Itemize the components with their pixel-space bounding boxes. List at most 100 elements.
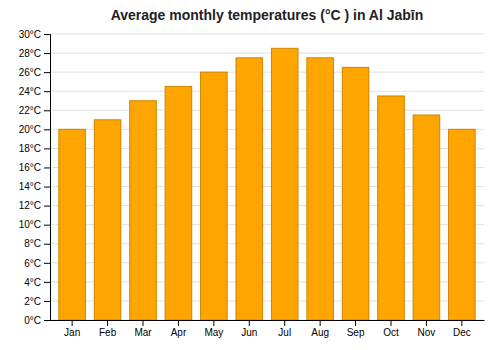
y-tick-label: 18°C bbox=[19, 143, 41, 154]
x-tick: Oct bbox=[383, 320, 399, 338]
x-tick: Jun bbox=[241, 320, 257, 338]
y-tick-label: 26°C bbox=[19, 67, 41, 78]
bars bbox=[59, 48, 475, 320]
y-tick-mark bbox=[44, 301, 50, 302]
x-tick-mark bbox=[355, 320, 356, 326]
x-tick-label: Oct bbox=[383, 327, 399, 338]
x-tick-mark bbox=[107, 320, 108, 326]
y-tick: 6°C bbox=[24, 258, 50, 269]
x-tick-mark bbox=[213, 320, 214, 326]
x-axis-line bbox=[51, 320, 485, 321]
chart-container: Average monthly temperatures (°C ) in Al… bbox=[0, 0, 500, 350]
y-tick-label: 28°C bbox=[19, 48, 41, 59]
y-tick-mark bbox=[44, 110, 50, 111]
y-tick-mark bbox=[44, 187, 50, 188]
grid-line bbox=[50, 91, 484, 92]
y-tick-label: 14°C bbox=[19, 181, 41, 192]
grid-line bbox=[50, 34, 484, 35]
y-tick-mark bbox=[44, 244, 50, 245]
y-tick-mark bbox=[44, 148, 50, 149]
y-tick: 16°C bbox=[19, 162, 50, 173]
y-tick-mark bbox=[44, 282, 50, 283]
grid bbox=[50, 34, 484, 320]
y-tick: 14°C bbox=[19, 181, 50, 192]
y-tick: 24°C bbox=[19, 86, 50, 97]
y-tick-mark bbox=[44, 263, 50, 264]
x-tick-label: Apr bbox=[171, 327, 187, 338]
bar bbox=[130, 101, 157, 320]
y-tick-label: 4°C bbox=[24, 277, 41, 288]
x-tick: May bbox=[204, 320, 223, 338]
bar bbox=[201, 72, 228, 320]
bar bbox=[342, 67, 369, 320]
x-tick-label: Jun bbox=[241, 327, 257, 338]
x-tick-mark bbox=[178, 320, 179, 326]
y-tick-mark bbox=[44, 167, 50, 168]
y-tick-label: 6°C bbox=[24, 258, 41, 269]
x-tick-label: Jul bbox=[278, 327, 291, 338]
y-tick: 12°C bbox=[19, 200, 50, 211]
x-tick: Aug bbox=[311, 320, 329, 338]
x-tick: Jan bbox=[64, 320, 80, 338]
y-tick: 4°C bbox=[24, 277, 50, 288]
y-tick-label: 30°C bbox=[19, 29, 41, 40]
x-tick-mark bbox=[426, 320, 427, 326]
y-tick-label: 22°C bbox=[19, 105, 41, 116]
x-tick: Sep bbox=[347, 320, 365, 338]
x-tick: Nov bbox=[418, 320, 436, 338]
y-tick-mark bbox=[44, 72, 50, 73]
chart-svg: Average monthly temperatures (°C ) in Al… bbox=[0, 0, 500, 350]
chart-title: Average monthly temperatures (°C ) in Al… bbox=[111, 7, 424, 23]
x-tick: Jul bbox=[278, 320, 291, 338]
y-tick-label: 0°C bbox=[24, 315, 41, 326]
x-tick-label: Nov bbox=[418, 327, 436, 338]
bar bbox=[449, 129, 476, 320]
y-tick: 26°C bbox=[19, 67, 50, 78]
y-tick: 20°C bbox=[19, 124, 50, 135]
bar bbox=[165, 86, 192, 320]
x-tick-mark bbox=[461, 320, 462, 326]
y-tick-label: 20°C bbox=[19, 124, 41, 135]
x-tick-label: Aug bbox=[311, 327, 329, 338]
x-tick: Dec bbox=[453, 320, 471, 338]
y-tick-label: 12°C bbox=[19, 200, 41, 211]
x-tick-label: Dec bbox=[453, 327, 471, 338]
y-tick: 28°C bbox=[19, 48, 50, 59]
bar bbox=[59, 129, 86, 320]
x-tick-mark bbox=[391, 320, 392, 326]
x-tick: Mar bbox=[134, 320, 152, 338]
y-tick-label: 8°C bbox=[24, 238, 41, 249]
y-tick: 0°C bbox=[24, 315, 50, 326]
bar bbox=[271, 48, 298, 320]
x-axis: Jan Feb Mar Apr May Jun Jul Aug Sep Oct Nov Dec bbox=[51, 320, 485, 338]
y-tick: 30°C bbox=[19, 29, 50, 40]
x-tick-mark bbox=[284, 320, 285, 326]
bar bbox=[307, 58, 334, 320]
grid-line bbox=[50, 53, 484, 54]
x-tick-label: Jan bbox=[64, 327, 80, 338]
y-axis-line bbox=[44, 35, 51, 321]
y-tick-mark bbox=[44, 225, 50, 226]
y-tick-label: 10°C bbox=[19, 219, 41, 230]
bar bbox=[236, 58, 263, 320]
x-tick-mark bbox=[72, 320, 73, 326]
x-tick: Apr bbox=[171, 320, 187, 338]
x-tick-label: May bbox=[204, 327, 223, 338]
x-tick-mark bbox=[320, 320, 321, 326]
y-tick-mark bbox=[44, 53, 50, 54]
y-tick-mark bbox=[44, 206, 50, 207]
y-tick-mark bbox=[44, 34, 50, 35]
x-tick-mark bbox=[143, 320, 144, 326]
x-tick: Feb bbox=[99, 320, 117, 338]
y-tick: 22°C bbox=[19, 105, 50, 116]
y-tick: 18°C bbox=[19, 143, 50, 154]
y-tick-label: 16°C bbox=[19, 162, 41, 173]
x-tick-label: Mar bbox=[134, 327, 152, 338]
bar bbox=[413, 115, 440, 320]
bar bbox=[378, 96, 405, 320]
y-tick: 8°C bbox=[24, 238, 50, 249]
y-tick-label: 2°C bbox=[24, 296, 41, 307]
x-tick-label: Sep bbox=[347, 327, 365, 338]
y-tick-mark bbox=[44, 129, 50, 130]
grid-line bbox=[50, 72, 484, 73]
